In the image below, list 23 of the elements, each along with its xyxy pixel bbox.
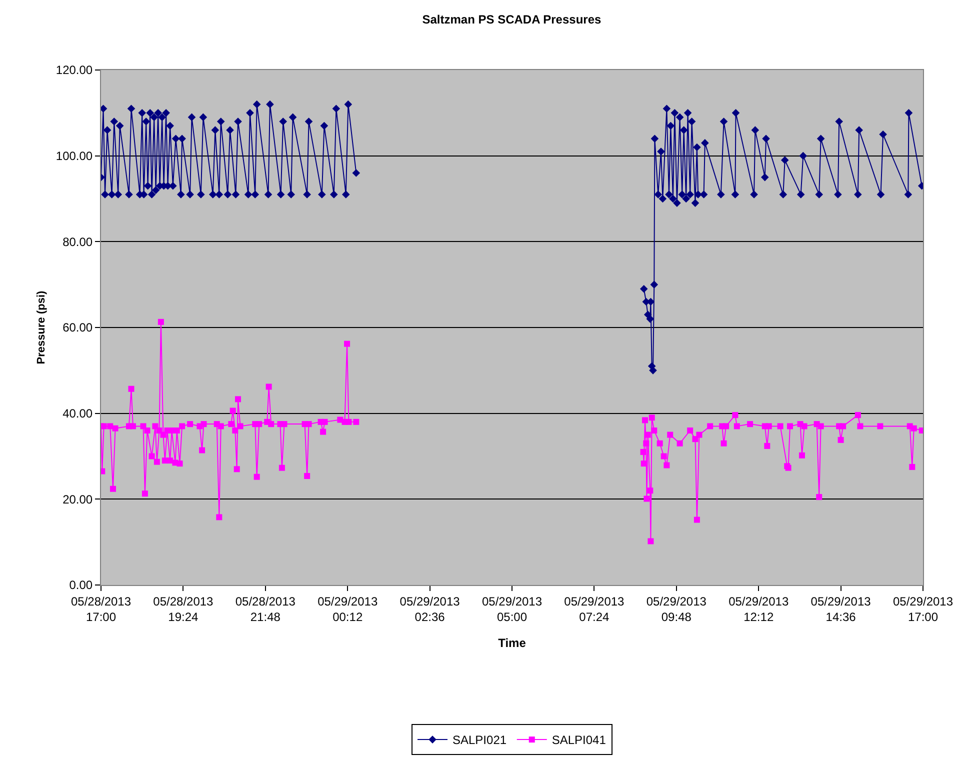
y-tick-label: 80.00 [62, 234, 93, 249]
y-tick-label: 60.00 [62, 320, 93, 335]
y-axis-title: Pressure (psi) [36, 290, 48, 364]
x-tick-label: 05/28/2013 17:00 [70, 594, 132, 624]
x-tick-label: 05/28/2013 19:24 [153, 594, 214, 624]
legend-label: SALPI041 [552, 733, 606, 748]
y-tick-label: 20.00 [62, 492, 93, 506]
x-tick-label: 05/29/2013 12:12 [728, 594, 789, 624]
x-tick-label: 05/29/2013 14:36 [810, 594, 872, 624]
chart-title: Saltzman PS SCADA Pressures [422, 12, 602, 27]
x-tick-label: 05/29/2013 17:00 [892, 594, 954, 624]
y-tick-label: 100.00 [56, 149, 93, 164]
x-tick-label: 05/29/2013 05:00 [482, 594, 542, 624]
x-tick-label: 05/29/2013 09:48 [646, 594, 707, 624]
y-tick-label: 40.00 [62, 406, 93, 421]
x-tick-label: 05/29/2013 00:12 [318, 594, 378, 624]
y-tick-label: 0.00 [69, 578, 93, 592]
x-tick-label: 05/28/2013 21:48 [235, 594, 296, 624]
x-axis-title: Time [498, 636, 526, 650]
y-tick-label: 120.00 [56, 63, 93, 78]
x-tick-label: 05/29/2013 02:36 [400, 594, 460, 624]
legend-label: SALPI021 [452, 733, 507, 748]
x-tick-label: 05/29/2013 07:24 [564, 594, 625, 624]
